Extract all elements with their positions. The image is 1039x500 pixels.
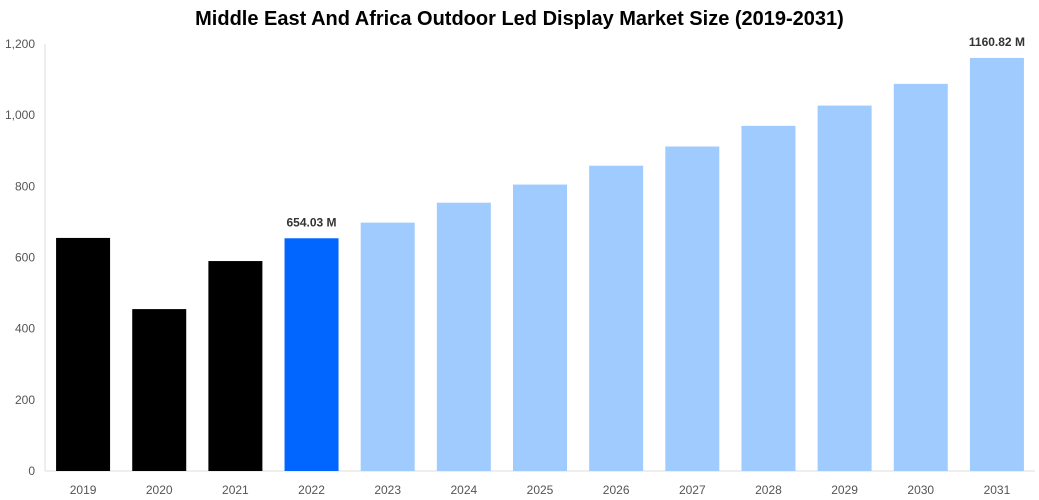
bar-2022 (284, 238, 339, 471)
bar-2030 (893, 83, 948, 471)
x-tick-label: 2030 (907, 483, 934, 497)
x-tick-label: 2019 (70, 483, 97, 497)
y-tick-label: 0 (28, 464, 35, 478)
x-tick-label: 2021 (222, 483, 249, 497)
data-label: 654.03 M (287, 215, 337, 229)
bar-2019 (56, 237, 111, 471)
bar-2020 (132, 309, 187, 471)
bar-2025 (513, 184, 567, 471)
bar-2028 (741, 125, 796, 471)
x-tick-label: 2020 (146, 483, 173, 497)
y-tick-label: 400 (15, 322, 35, 336)
y-tick-label: 800 (15, 179, 35, 193)
x-tick-label: 2023 (374, 483, 401, 497)
y-tick-label: 1,200 (5, 37, 35, 51)
x-tick-label: 2027 (679, 483, 706, 497)
bar-2024 (436, 202, 491, 471)
x-tick-label: 2031 (984, 483, 1011, 497)
x-tick-label: 2028 (755, 483, 782, 497)
x-tick-label: 2022 (298, 483, 325, 497)
bar-2027 (665, 146, 720, 472)
bar-2021 (208, 261, 263, 471)
bar-2026 (589, 165, 644, 471)
y-tick-label: 600 (15, 251, 35, 265)
x-tick-label: 2025 (527, 483, 554, 497)
x-tick-label: 2026 (603, 483, 630, 497)
bar-2031 (969, 57, 1024, 471)
chart-title: Middle East And Africa Outdoor Led Displ… (195, 8, 844, 30)
bar-2029 (817, 105, 872, 471)
y-tick-label: 1,000 (5, 108, 35, 122)
x-tick-label: 2029 (831, 483, 858, 497)
y-tick-label: 200 (15, 393, 35, 407)
bar-2023 (360, 222, 415, 471)
data-label: 1160.82 M (969, 35, 1025, 49)
x-tick-label: 2024 (450, 483, 477, 497)
